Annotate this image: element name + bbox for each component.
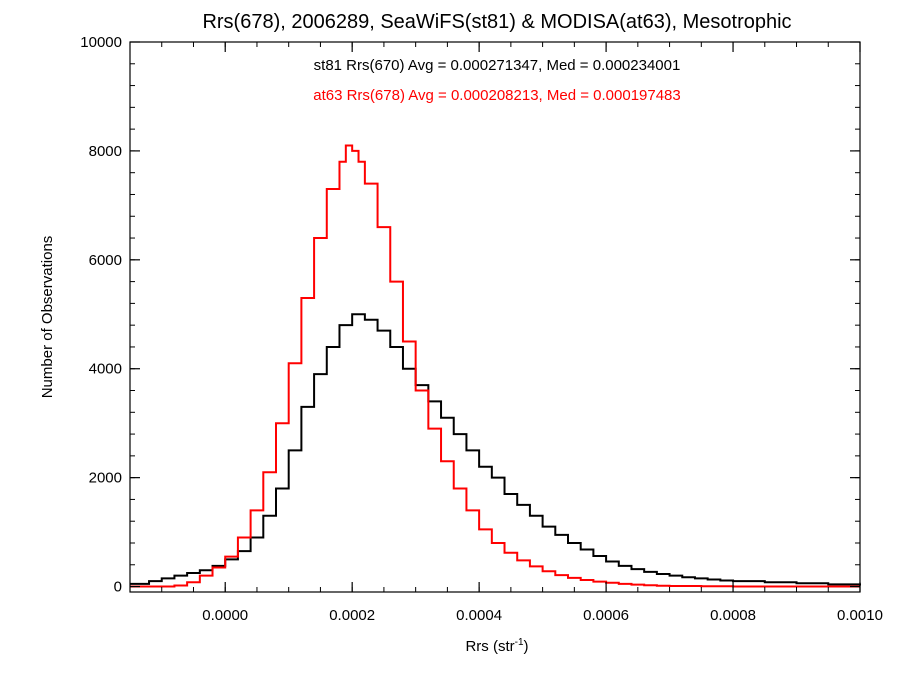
x-tick-label: 0.0004 xyxy=(456,607,502,624)
x-axis-label-end: ) xyxy=(524,638,529,655)
y-tick-label: 10000 xyxy=(80,34,122,51)
y-tick-label: 0 xyxy=(114,579,122,596)
y-tick-label: 8000 xyxy=(89,143,122,160)
y-axis-label: Number of Observations xyxy=(39,236,56,399)
axes-layer: 0.0000 0.0002 0.0004 0.0006 0.0008 0.0010 0 200… xyxy=(80,34,883,624)
x-axis-label: Rrs (str-1) xyxy=(465,637,528,655)
x-axis-label-superscript: -1 xyxy=(515,637,524,648)
plot-frame xyxy=(129,41,861,593)
y-tick-label: 6000 xyxy=(89,252,122,269)
x-tick-label: 0.0006 xyxy=(583,607,629,624)
x-tick-label: 0.0010 xyxy=(837,607,883,624)
x-tick-label: 0.0002 xyxy=(329,607,375,624)
series-line-0 xyxy=(130,313,861,586)
series-layer xyxy=(130,144,861,588)
x-tick-label: 0.0008 xyxy=(710,607,756,624)
y-tick-label: 2000 xyxy=(89,470,122,487)
x-axis-label-base: Rrs (str xyxy=(465,638,514,655)
chart-title: Rrs(678), 2006289, SeaWiFS(st81) & MODIS… xyxy=(202,11,791,33)
series-line-1 xyxy=(130,144,860,588)
annotation-at63-stats: at63 Rrs(678) Avg = 0.000208213, Med = 0… xyxy=(313,87,681,104)
y-tick-label: 4000 xyxy=(89,361,122,378)
x-tick-label: 0.0000 xyxy=(202,607,248,624)
annotation-st81-stats: st81 Rrs(670) Avg = 0.000271347, Med = 0… xyxy=(314,57,681,74)
